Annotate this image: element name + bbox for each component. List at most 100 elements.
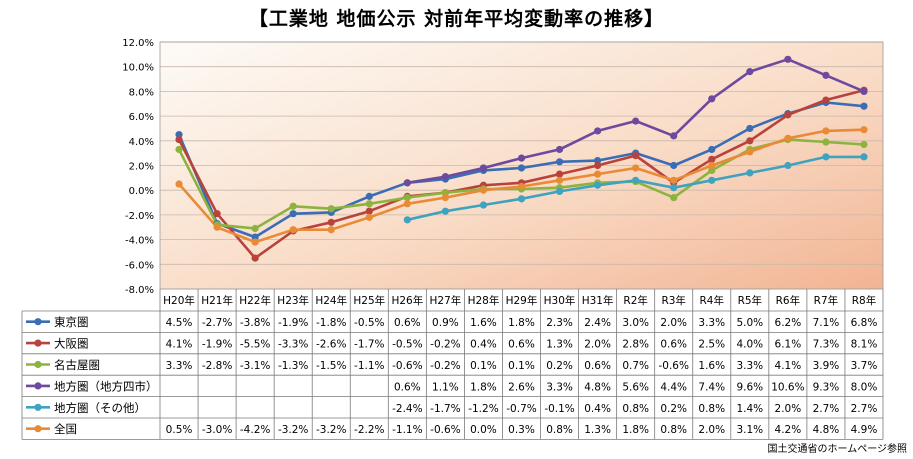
data-label: 1.6% — [470, 317, 497, 329]
data-label: -0.6% — [430, 424, 460, 436]
x-category-label: R3年 — [661, 294, 685, 307]
data-label: -0.5% — [392, 339, 422, 351]
data-label: -3.8% — [240, 317, 270, 329]
data-point — [479, 201, 488, 209]
data-point — [784, 161, 792, 170]
data-label: -0.6% — [658, 360, 688, 372]
legend-series-name: 地方圏（地方四市） — [54, 379, 158, 393]
x-category-label: H25年 — [353, 294, 385, 307]
data-label: 0.6% — [508, 339, 535, 351]
legend-key-marker — [34, 425, 42, 433]
data-label: 3.3% — [698, 317, 725, 329]
legend-key-marker — [34, 339, 42, 347]
data-point — [860, 102, 868, 110]
data-label: 4.8% — [813, 424, 840, 436]
data-point — [517, 154, 526, 162]
data-point — [251, 224, 259, 233]
data-point — [175, 131, 183, 139]
data-label: 9.3% — [813, 381, 840, 393]
legend-series-name: 全国 — [54, 422, 77, 436]
data-point — [594, 156, 602, 165]
data-label: 6.8% — [851, 317, 878, 329]
data-point — [746, 68, 754, 76]
data-point — [822, 127, 830, 135]
data-label: 2.0% — [584, 339, 611, 351]
y-tick-label: -4.0% — [125, 236, 154, 247]
data-label: -2.8% — [202, 360, 232, 372]
data-point — [822, 96, 830, 104]
data-label: -1.5% — [316, 360, 346, 372]
data-label: 0.4% — [470, 339, 497, 351]
y-tick-label: 0.0% — [129, 186, 154, 197]
x-category-label: R8年 — [852, 294, 876, 307]
data-point — [251, 238, 259, 246]
data-label: -2.4% — [392, 403, 422, 415]
data-point — [708, 95, 716, 103]
data-point — [822, 153, 830, 161]
x-category-label: R5年 — [738, 294, 762, 307]
legend-key-marker — [34, 382, 42, 390]
series-markers — [175, 55, 868, 262]
data-point — [594, 170, 602, 178]
x-category-label: H22年 — [239, 294, 271, 307]
data-label: 6.2% — [775, 317, 802, 329]
x-category-label: R6年 — [776, 294, 800, 307]
data-label: 2.0% — [775, 403, 802, 415]
data-label: 7.3% — [813, 339, 840, 351]
x-category-label: H28年 — [468, 294, 500, 307]
data-label: 0.6% — [394, 317, 421, 329]
data-label: 0.6% — [394, 381, 421, 393]
data-point — [594, 127, 602, 135]
data-point — [251, 254, 259, 262]
data-point — [784, 134, 792, 142]
data-label: 5.0% — [736, 317, 763, 329]
data-point — [670, 184, 678, 192]
data-point — [860, 87, 868, 95]
data-point — [746, 148, 754, 156]
data-label: 0.4% — [584, 403, 611, 415]
data-point — [403, 200, 411, 208]
data-label: -2.2% — [354, 424, 384, 436]
data-point — [594, 161, 602, 170]
x-category-label: H27年 — [430, 294, 462, 307]
data-point — [555, 176, 564, 184]
data-point — [670, 161, 678, 170]
data-label: 7.4% — [698, 381, 725, 393]
data-point — [555, 145, 564, 154]
data-label: -1.7% — [430, 403, 460, 415]
data-point — [327, 218, 335, 226]
source-note: 国土交通省のホームページ参照 — [767, 444, 908, 455]
data-point — [213, 210, 221, 218]
data-point — [708, 155, 716, 163]
data-point — [708, 145, 716, 154]
data-label: 4.1% — [775, 360, 802, 372]
data-label: 3.7% — [851, 360, 878, 372]
legend-key-marker — [34, 360, 42, 369]
legend-key-marker — [34, 318, 42, 326]
data-label: -3.2% — [278, 424, 308, 436]
x-category-label: H30年 — [544, 294, 576, 307]
data-label: 2.0% — [698, 424, 725, 436]
data-point — [784, 111, 792, 119]
legend-series-name: 大阪圏 — [54, 337, 89, 351]
data-label: -3.2% — [316, 424, 346, 436]
data-label: 3.9% — [813, 360, 840, 372]
data-label: 8.1% — [851, 339, 878, 351]
data-point — [403, 194, 411, 202]
data-label: 2.7% — [851, 403, 878, 415]
data-label: 4.4% — [660, 381, 687, 393]
data-label: 0.2% — [660, 403, 687, 415]
data-point — [479, 186, 488, 194]
data-label: 0.8% — [546, 424, 573, 436]
data-label: 2.8% — [622, 339, 649, 351]
data-point — [708, 161, 716, 170]
data-point — [670, 132, 678, 140]
data-point — [365, 200, 373, 208]
data-label: 1.6% — [698, 360, 725, 372]
data-label: 8.0% — [851, 381, 878, 393]
data-label: 9.6% — [736, 381, 763, 393]
data-label: -1.2% — [468, 403, 498, 415]
data-point — [175, 135, 183, 144]
data-point — [403, 216, 411, 224]
data-point — [441, 173, 449, 181]
